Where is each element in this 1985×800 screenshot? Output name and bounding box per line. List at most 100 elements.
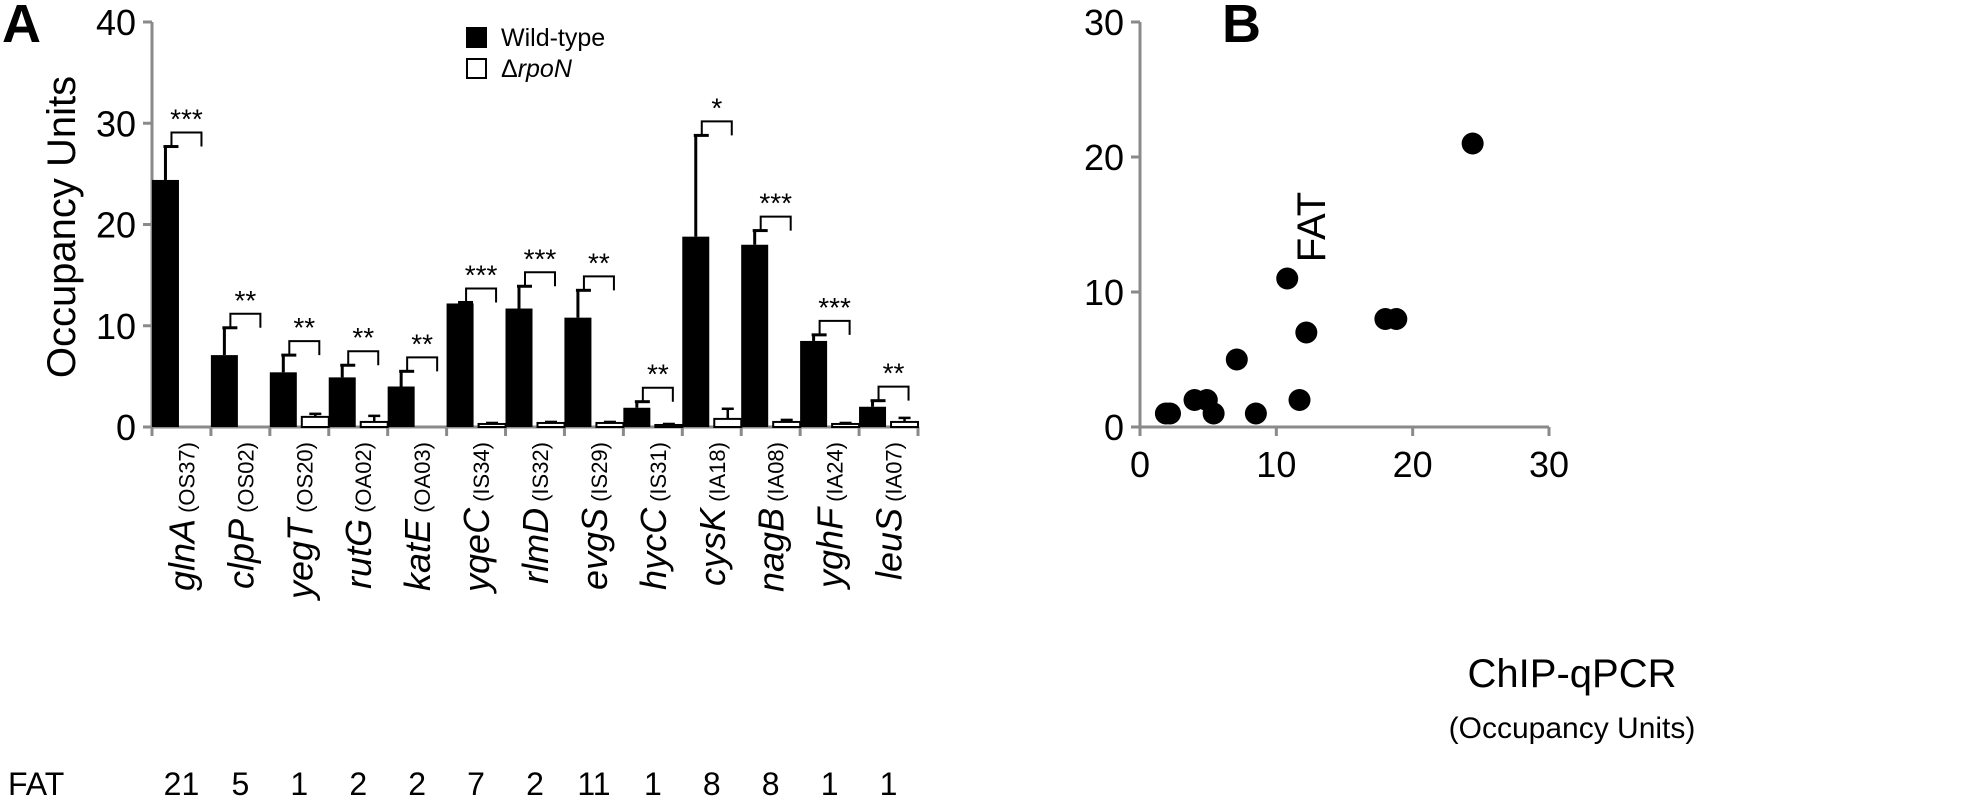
gene-label: katE (OA03) — [397, 442, 438, 591]
bar-group-clpP: ** clpP (OS02) 5 — [210, 285, 262, 800]
bar-group-rutG: ** rutG (OA02) 2 — [328, 322, 389, 800]
significance-bracket — [288, 340, 321, 356]
bar-group-yegT: ** yegT (OS20) 1 — [269, 312, 330, 800]
significance-stars: *** — [465, 259, 498, 290]
fat-value: 1 — [644, 766, 662, 800]
scatter-point — [1295, 321, 1318, 344]
legend-delta: Δ — [501, 55, 518, 83]
legend-gene: rpoN — [518, 55, 573, 83]
fat-row-label: FAT — [8, 766, 64, 800]
significance-bracket — [700, 120, 733, 136]
significance-bracket — [582, 275, 615, 291]
fat-value: 1 — [290, 766, 308, 800]
panel-b-scatter-chart: 0 10 20 30 0 10 20 30 — [1084, 2, 1569, 485]
scatter-point — [1225, 348, 1248, 371]
panel-b-label: B — [1222, 0, 1261, 54]
gene-name: clpP — [220, 519, 261, 589]
gene-name: evgS — [574, 508, 615, 590]
bar-wild-type — [564, 317, 592, 427]
bar-rpon-mutant — [477, 422, 507, 428]
gene-name: rutG — [338, 519, 379, 589]
bar-rpon-mutant — [831, 422, 861, 428]
legend: Wild-type ΔrpoN — [466, 24, 605, 83]
bar-group-evgS: ** evgS (IS29) 11 — [564, 247, 625, 800]
fat-value: 5 — [231, 766, 249, 800]
fat-value: 1 — [821, 766, 839, 800]
gene-label: rlmD (IS32) — [515, 442, 556, 584]
significance-bracket — [641, 386, 674, 402]
bar-group-rlmD: *** rlmD (IS32) 2 — [505, 243, 566, 800]
fat-value: 8 — [762, 766, 780, 800]
legend-swatch-wild-type — [466, 27, 487, 48]
gene-name: hycC — [633, 507, 674, 590]
bar-wild-type — [800, 340, 828, 427]
x-tick-label: 20 — [1393, 444, 1433, 485]
gene-code: (IS31) — [646, 442, 671, 502]
significance-bracket — [170, 131, 203, 147]
bar-group-glnA: *** glnA (OS37) 21 — [151, 104, 203, 800]
bar-wild-type — [269, 372, 297, 427]
bar-rpon-mutant — [654, 423, 684, 429]
scatter-point — [1461, 132, 1484, 155]
panel-b-x-axis-subtitle: (Occupancy Units) — [1449, 712, 1696, 745]
gene-label: clpP (OS02) — [220, 442, 261, 589]
bar-group-leuS: ** leuS (IA07) 1 — [859, 358, 920, 800]
gene-code: (OA03) — [410, 442, 435, 513]
gene-code: (IA07) — [882, 442, 907, 502]
fat-value: 11 — [577, 766, 610, 800]
gene-label: rutG (OA02) — [338, 442, 379, 589]
gene-label: nagB (IA08) — [751, 442, 792, 592]
bar-wild-type — [623, 407, 651, 427]
panel-a-bar-chart: 010203040***glnA(OS37)21**clpP(OS02)5**y… — [96, 2, 920, 800]
y-tick-label: 30 — [96, 103, 136, 144]
bar-group-yghF: *** yghF (IA24) 1 — [800, 292, 861, 800]
gene-label: cysK (IA18) — [692, 442, 733, 586]
gene-name: glnA — [161, 519, 202, 591]
significance-stars: *** — [524, 243, 557, 274]
significance-bracket — [524, 271, 556, 287]
scatter-point — [1158, 402, 1181, 425]
significance-bracket — [347, 350, 380, 366]
y-tick-label: 40 — [96, 2, 136, 43]
gene-label: yghF (IA24) — [810, 442, 851, 591]
gene-code: (OS37) — [174, 442, 199, 513]
gene-label: leuS (IA07) — [869, 442, 910, 580]
significance-bracket — [877, 385, 910, 401]
significance-stars: * — [711, 92, 722, 123]
significance-stars: *** — [759, 188, 792, 219]
legend-label-wild-type: Wild-type — [501, 24, 605, 52]
gene-name: cysK — [692, 506, 733, 586]
legend-label-rpon-mutant: ΔrpoN — [501, 55, 573, 83]
bar-wild-type — [210, 355, 238, 427]
bar-wild-type — [505, 308, 533, 427]
gene-name: yegT — [279, 516, 320, 602]
gene-label: hycC (IS31) — [633, 442, 674, 590]
gene-code: (OA02) — [351, 442, 376, 513]
y-tick-label: 0 — [116, 407, 136, 448]
panel-a-label: A — [2, 0, 41, 54]
bar-rpon-mutant — [890, 420, 920, 428]
y-tick-label: 20 — [96, 205, 136, 246]
significance-stars: ** — [588, 247, 610, 278]
bar-rpon-mutant — [595, 421, 625, 429]
fat-value: 8 — [703, 766, 721, 800]
gene-label: evgS (IS29) — [574, 442, 615, 590]
bar-group-cysK: * cysK (IA18) 8 — [682, 92, 743, 800]
gene-name: rlmD — [515, 508, 556, 584]
gene-code: (IS29) — [587, 442, 612, 502]
gene-label: yegT (OS20) — [279, 442, 320, 602]
gene-name: nagB — [751, 508, 792, 592]
significance-stars: ** — [352, 322, 374, 353]
y-tick-label: 0 — [1104, 407, 1124, 448]
significance-stars: ** — [647, 359, 669, 390]
bar-rpon-mutant — [772, 420, 802, 428]
gene-label: yqeC (IS34) — [456, 442, 497, 595]
significance-bracket — [465, 287, 498, 303]
significance-bracket — [229, 312, 262, 328]
fat-value: 7 — [467, 766, 485, 800]
significance-stars: ** — [234, 285, 256, 316]
significance-bracket — [759, 215, 792, 231]
y-tick-label: 10 — [1084, 272, 1124, 313]
gene-code: (OS20) — [292, 442, 317, 513]
